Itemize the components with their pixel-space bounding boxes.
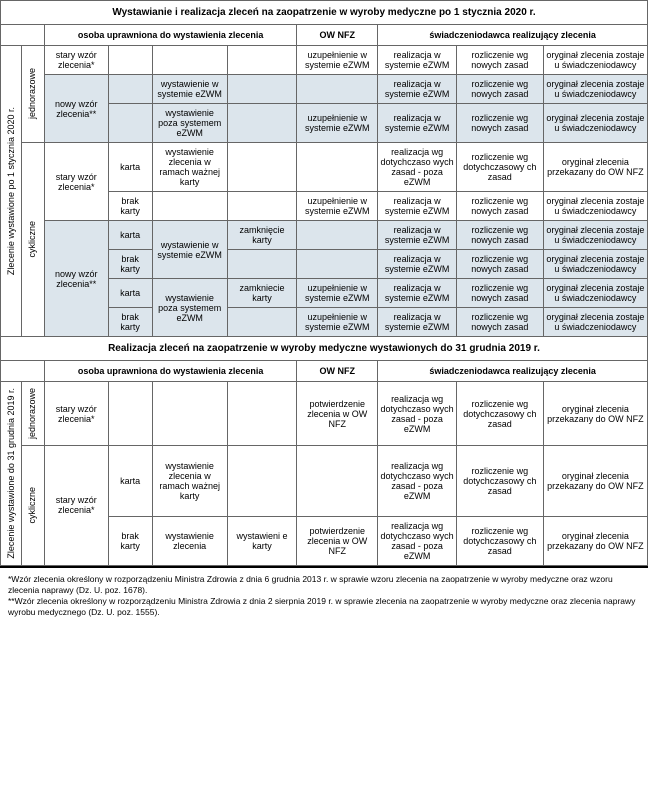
cell: uzupełnienie w systemie eZWM	[297, 192, 378, 221]
cell: realizacja wg dotychczaso wych zasad - p…	[378, 382, 457, 446]
cell: karta	[108, 446, 152, 517]
cell: oryginał zlecenia przekazany do OW NFZ	[543, 516, 647, 565]
vlabel-cyclic-1: cykliczne	[21, 143, 44, 337]
vlabel-cyclic-2: cykliczne	[21, 446, 44, 566]
header-col-3b: świadczeniodawca realizujący zlecenia	[378, 361, 648, 382]
cell: realizacja wg dotychczaso wych zasad - p…	[378, 446, 457, 517]
header-col-2: OW NFZ	[297, 25, 378, 46]
cell: realizacja w systemie eZWM	[378, 250, 457, 279]
cell: uzupełnienie w systemie eZWM	[297, 279, 378, 308]
cell: realizacja wg dotychczaso wych zasad - p…	[378, 143, 457, 192]
cell: stary wzór zlecenia*	[44, 382, 108, 446]
cell: oryginał zlecenia zostaje u świadczeniod…	[543, 308, 647, 337]
cell: potwierdzenie zlecenia w OW NFZ	[297, 516, 378, 565]
cell: realizacja w systemie eZWM	[378, 104, 457, 143]
cell: stary wzór zlecenia*	[44, 446, 108, 566]
cell: rozliczenie wg dotychczasowy ch zasad	[456, 516, 543, 565]
cell: brak karty	[108, 250, 152, 279]
cell: realizacja w systemie eZWM	[378, 192, 457, 221]
cell: uzupełnienie w systemie eZWM	[297, 104, 378, 143]
cell: brak karty	[108, 308, 152, 337]
cell: wystawienie zlecenia w ramach ważnej kar…	[152, 446, 227, 517]
cell: realizacja w systemie eZWM	[378, 221, 457, 250]
cell: stary wzór zlecenia*	[44, 46, 108, 75]
cell: karta	[108, 143, 152, 192]
cell: wystawieni e karty	[227, 516, 296, 565]
cell: rozliczenie wg nowych zasad	[456, 221, 543, 250]
cell: uzupełnienie w systemie eZWM	[297, 308, 378, 337]
cell: wystawienie zlecenia w ramach ważnej kar…	[152, 143, 227, 192]
cell: karta	[108, 279, 152, 308]
cell: rozliczenie wg nowych zasad	[456, 75, 543, 104]
cell: uzupełnienie w systemie eZWM	[297, 46, 378, 75]
cell: stary wzór zlecenia*	[44, 143, 108, 221]
footnote-2: **Wzór zlecenia określony w rozporządzen…	[8, 596, 640, 618]
cell: nowy wzór zlecenia**	[44, 75, 108, 143]
footnote-1: *Wzór zlecenia określony w rozporządzeni…	[8, 574, 640, 596]
cell: realizacja wg dotychczaso wych zasad - p…	[378, 516, 457, 565]
cell: oryginał zlecenia zostaje u świadczeniod…	[543, 279, 647, 308]
cell: rozliczenie wg nowych zasad	[456, 46, 543, 75]
header-col-2b: OW NFZ	[297, 361, 378, 382]
cell: rozliczenie wg nowych zasad	[456, 308, 543, 337]
cell: oryginał zlecenia zostaje u świadczeniod…	[543, 75, 647, 104]
cell: wystawienie w systemie eZWM	[152, 75, 227, 104]
vlabel-single-2: jednorazowe	[21, 382, 44, 446]
cell: realizacja w systemie eZWM	[378, 308, 457, 337]
cell: rozliczenie wg nowych zasad	[456, 250, 543, 279]
vlabel-after-2020: Zlecenie wystawione po 1 stycznia 2020 r…	[1, 46, 22, 337]
cell: nowy wzór zlecenia**	[44, 221, 108, 337]
cell: wystawienie poza systemem eZWM	[152, 104, 227, 143]
cell: rozliczenie wg dotychczasowy ch zasad	[456, 143, 543, 192]
header-col-1: osoba uprawniona do wystawienia zlecenia	[44, 25, 296, 46]
cell: oryginał zlecenia zostaje u świadczeniod…	[543, 46, 647, 75]
cell: realizacja w systemie eZWM	[378, 75, 457, 104]
title-1: Wystawianie i realizacja zleceń na zaopa…	[1, 1, 648, 25]
cell: realizacja w systemie eZWM	[378, 46, 457, 75]
cell: karta	[108, 221, 152, 250]
footnote: *Wzór zlecenia określony w rozporządzeni…	[0, 566, 648, 624]
vlabel-before-2019: Zlecenie wystawione do 31 grudnia 2019 r…	[1, 382, 22, 566]
cell: brak karty	[108, 192, 152, 221]
cell: oryginał zlecenia przekazany do OW NFZ	[543, 143, 647, 192]
cell: rozliczenie wg nowych zasad	[456, 192, 543, 221]
cell: rozliczenie wg dotychczasowy ch zasad	[456, 446, 543, 517]
cell: oryginał zlecenia przekazany do OW NFZ	[543, 382, 647, 446]
cell: oryginał zlecenia zostaje u świadczeniod…	[543, 221, 647, 250]
vlabel-single-1: jednorazowe	[21, 46, 44, 143]
cell: wystawienie w systemie eZWM	[152, 221, 227, 279]
cell: zamknięcie karty	[227, 221, 296, 250]
main-table: Wystawianie i realizacja zleceń na zaopa…	[0, 0, 648, 566]
cell: realizacja w systemie eZWM	[378, 279, 457, 308]
cell: rozliczenie wg nowych zasad	[456, 104, 543, 143]
cell: wystawienie zlecenia	[152, 516, 227, 565]
header-col-3: świadczeniodawca realizujący zlecenia	[378, 25, 648, 46]
cell: oryginał zlecenia zostaje u świadczeniod…	[543, 250, 647, 279]
cell: oryginał zlecenia zostaje u świadczeniod…	[543, 192, 647, 221]
cell: zamkniecie karty	[227, 279, 296, 308]
cell: brak karty	[108, 516, 152, 565]
cell: oryginał zlecenia zostaje u świadczeniod…	[543, 104, 647, 143]
cell: rozliczenie wg dotychczasowy ch zasad	[456, 382, 543, 446]
cell: wystawienie poza systemem eZWM	[152, 279, 227, 337]
header-col-1b: osoba uprawniona do wystawienia zlecenia	[44, 361, 296, 382]
cell: rozliczenie wg nowych zasad	[456, 279, 543, 308]
title-2: Realizacja zleceń na zaopatrzenie w wyro…	[1, 337, 648, 361]
cell: potwierdzenie zlecenia w OW NFZ	[297, 382, 378, 446]
cell: oryginał zlecenia przekazany do OW NFZ	[543, 446, 647, 517]
